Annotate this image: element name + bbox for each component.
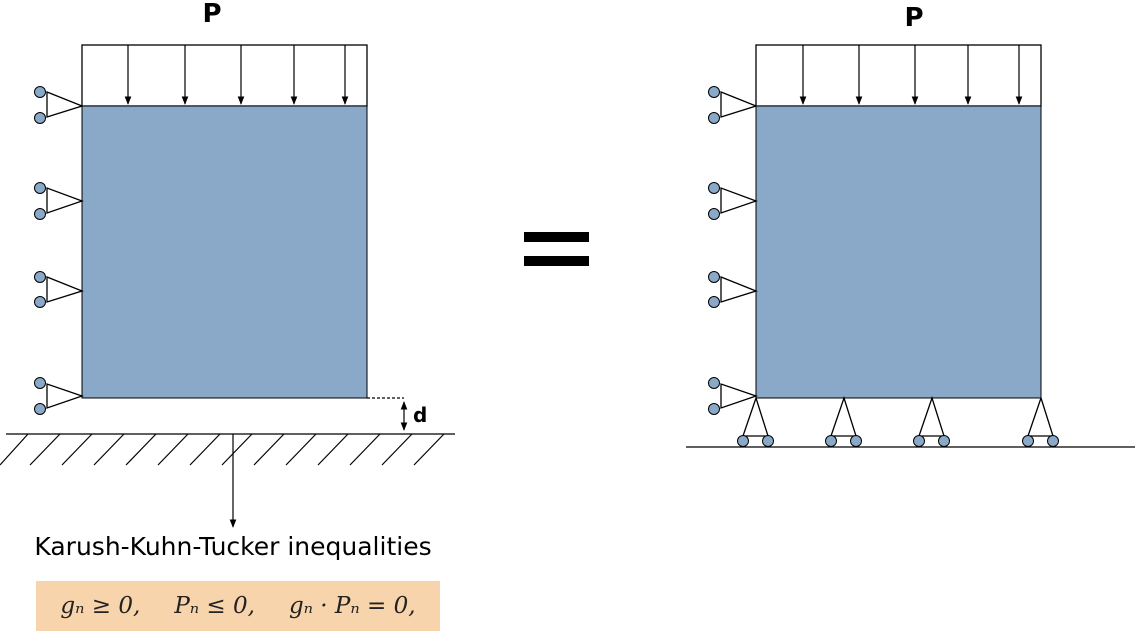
- left-distributed-load: [81, 44, 368, 107]
- gap-indicator: [367, 397, 408, 431]
- right-distributed-load: [755, 44, 1042, 107]
- equals-sign: [524, 232, 589, 266]
- right-side-roller-support: [708, 271, 758, 308]
- rigid-ground: [0, 433, 455, 466]
- right-side-roller-support: [708, 377, 759, 415]
- kkt-caption: Karush-Kuhn-Tucker inequalities: [34, 532, 432, 561]
- left-roller-support: [34, 377, 85, 415]
- left-roller-support: [34, 86, 84, 124]
- left-block: [81, 105, 368, 399]
- left-load-label: P: [202, 0, 221, 29]
- right-side-roller-support: [708, 86, 758, 124]
- left-roller-support: [34, 182, 84, 220]
- kkt-inequalities-box: gₙ ≥ 0, Pₙ ≤ 0, gₙ · Pₙ = 0,: [36, 581, 440, 631]
- kkt-inequality-pressure: Pₙ ≤ 0,: [174, 593, 255, 619]
- left-roller-support: [34, 271, 84, 308]
- gap-label: d: [413, 403, 427, 427]
- bottom-roller-support: [913, 395, 950, 447]
- bottom-roller-support: [1022, 395, 1059, 447]
- bottom-roller-support: [825, 395, 862, 447]
- kkt-inequality-gap: gₙ ≥ 0,: [60, 593, 141, 619]
- bottom-roller-support: [737, 395, 774, 447]
- kkt-complementarity: gₙ · Pₙ = 0,: [288, 593, 416, 619]
- right-block: [755, 105, 1042, 399]
- right-side-roller-support: [708, 182, 758, 220]
- right-load-label: P: [904, 3, 923, 33]
